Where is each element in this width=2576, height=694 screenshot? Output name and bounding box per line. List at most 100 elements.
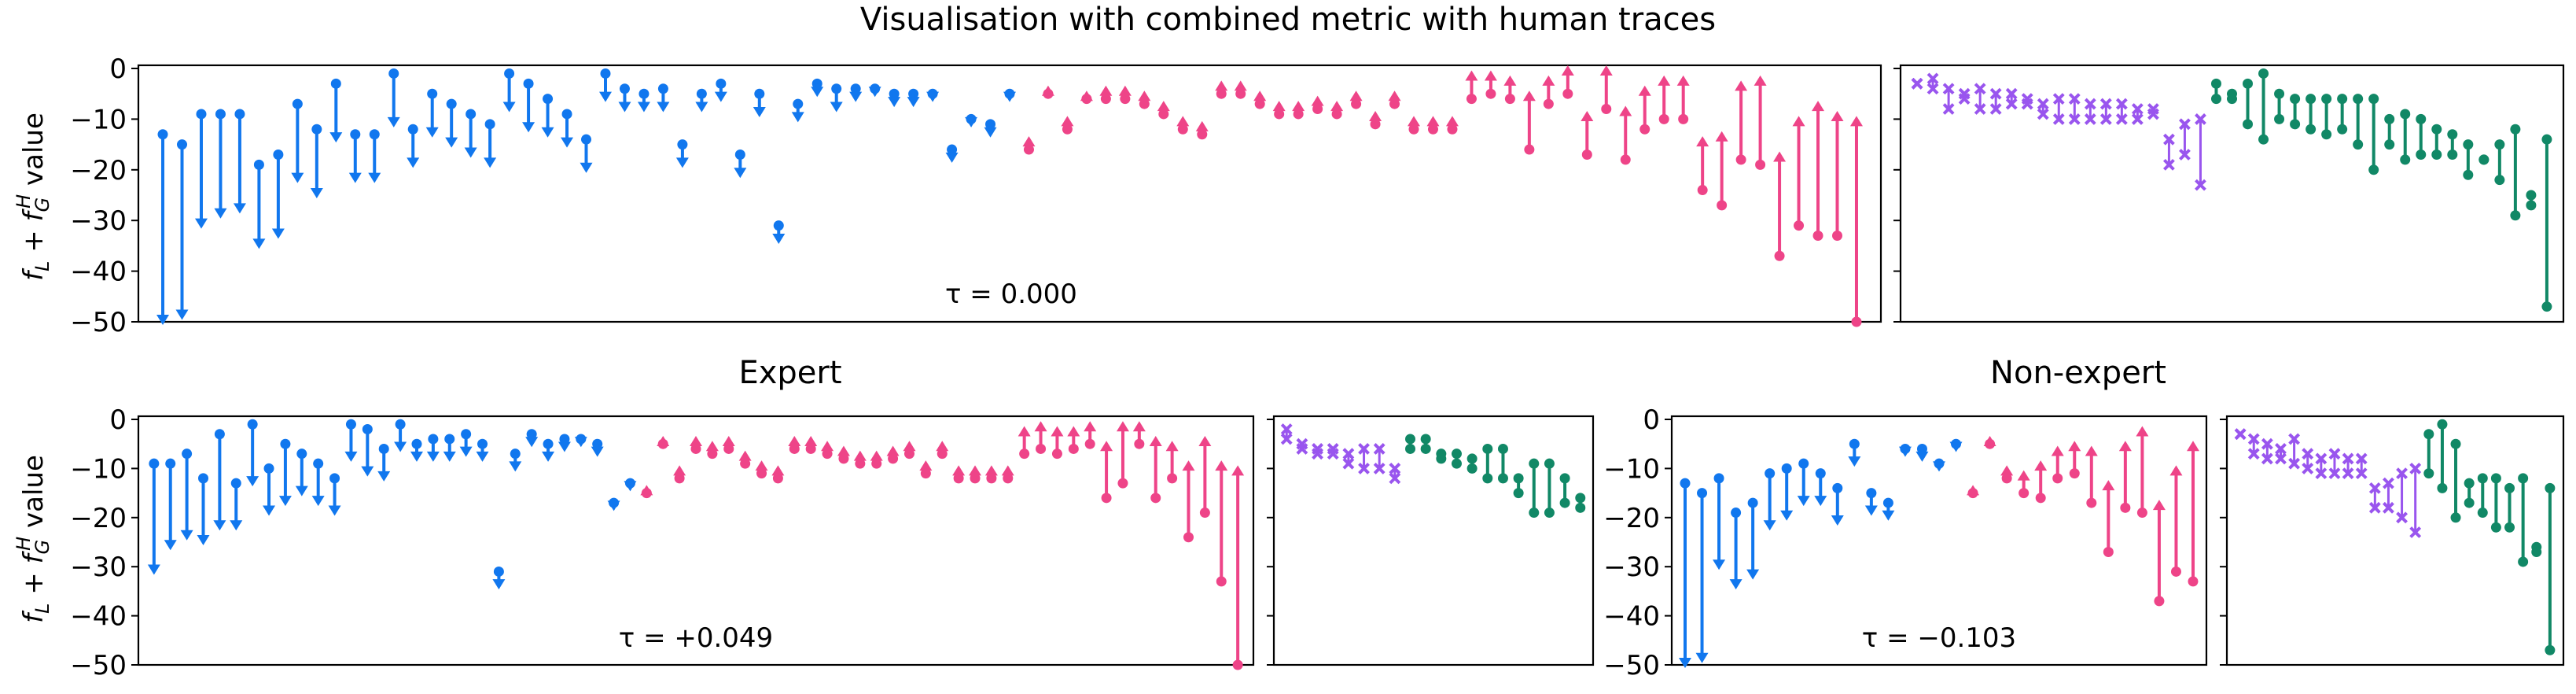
down-arrow: [410, 438, 423, 462]
cross-marker: [2131, 113, 2144, 125]
y-tick-label: −50: [70, 307, 127, 338]
up-arrow: [1967, 485, 1980, 499]
arrow-head: [1619, 105, 1632, 116]
down-arrow: [1746, 497, 1760, 580]
arrow-head: [637, 102, 650, 113]
down-arrow: [310, 124, 323, 198]
arrow-head: [657, 435, 670, 446]
arrow-head: [734, 168, 747, 179]
dot-marker: [2463, 169, 2474, 180]
dot-marker: [2274, 113, 2285, 124]
cross-marker: [2315, 452, 2328, 465]
cross-marker: [2084, 98, 2096, 110]
down-arrow: [830, 83, 843, 113]
arrow-head: [1100, 441, 1113, 452]
y-tick-label: −20: [70, 155, 127, 186]
up-arrow: [1465, 70, 1478, 105]
up-arrow: [919, 460, 933, 479]
down-arrow: [753, 88, 766, 117]
arrow-head: [804, 435, 818, 446]
cross-marker: [1974, 103, 1986, 115]
cross-marker: [2115, 113, 2128, 125]
cross-range: [1989, 87, 2002, 115]
dot-marker: [2518, 473, 2529, 484]
dot-marker: [2431, 149, 2442, 160]
cross-marker: [1974, 83, 1986, 95]
arrow-head: [2017, 470, 2030, 481]
arrow-head: [1561, 65, 1574, 76]
panel-title-expert: Expert: [738, 355, 841, 391]
dot-marker: [2384, 139, 2395, 150]
down-arrow: [164, 458, 177, 551]
panel-all-arrows: 0 −10 −20 −30 −40 −50 τ = 0.000: [70, 54, 1882, 338]
dot-range: [2423, 429, 2434, 479]
up-arrow: [2169, 465, 2183, 577]
dot-range: [2464, 478, 2475, 508]
up-arrow: [2085, 445, 2098, 508]
cross-marker: [2275, 452, 2287, 465]
down-arrow: [407, 124, 420, 168]
cross-marker: [2328, 448, 2341, 460]
arrow-head: [772, 233, 786, 244]
arrow-head: [1484, 70, 1497, 81]
dot-marker: [2494, 139, 2505, 150]
y-tick-label: −10: [1603, 453, 1660, 485]
up-arrow: [1198, 435, 1212, 519]
up-arrow: [1619, 105, 1632, 165]
cross-marker: [2247, 433, 2260, 445]
dot-range: [2431, 124, 2442, 160]
arrow-head: [1231, 465, 1245, 476]
cross-marker: [2179, 118, 2191, 131]
down-arrow: [1679, 478, 1691, 668]
arrow-head: [1792, 116, 1805, 127]
up-arrow: [738, 450, 752, 469]
dot-marker: [2227, 94, 2237, 105]
up-arrow: [1100, 441, 1113, 504]
arrow-head: [1864, 505, 1878, 516]
dot-marker: [2437, 419, 2448, 430]
arrow-head: [1041, 85, 1054, 96]
dot-marker: [2526, 200, 2537, 211]
down-arrow: [542, 438, 555, 462]
dot-range: [1436, 449, 1447, 464]
down-arrow: [965, 113, 978, 127]
arrow-head: [830, 102, 843, 113]
cross-range: [2052, 93, 2065, 125]
arrow-head: [147, 564, 160, 575]
cross-marker: [1389, 462, 1401, 474]
arrow-head: [984, 127, 997, 138]
arrow-head: [561, 137, 574, 148]
dot-marker: [2545, 482, 2556, 493]
dot-marker: [1513, 473, 1524, 484]
up-arrow: [1658, 75, 1671, 124]
y-tick-label: −40: [70, 601, 127, 633]
dot-range: [2353, 94, 2364, 150]
dot-marker: [2510, 124, 2521, 135]
up-arrow: [804, 435, 818, 454]
down-arrow: [1949, 438, 1963, 452]
down-arrow: [278, 438, 292, 507]
up-arrow: [1484, 70, 1497, 99]
cross-marker: [1373, 462, 1386, 474]
y-tick-label: −50: [1603, 650, 1660, 681]
arrow-head: [1080, 90, 1093, 102]
cross-marker: [2037, 108, 2049, 120]
dot-marker: [2306, 124, 2317, 135]
down-arrow: [311, 458, 325, 507]
tau-annotation: τ = +0.049: [619, 622, 773, 654]
dot-marker: [1497, 473, 1508, 484]
up-arrow: [2068, 441, 2081, 479]
arrow-head: [175, 309, 189, 320]
arrow-head: [984, 465, 998, 476]
cross-range: [1280, 423, 1293, 445]
cross-marker: [2355, 467, 2368, 480]
arrow-head: [1198, 435, 1212, 446]
arrow-head: [853, 450, 867, 461]
dot-marker: [1544, 508, 1555, 519]
arrow-head: [1849, 116, 1863, 127]
cross-marker: [2302, 462, 2314, 474]
cross-range: [1974, 83, 1986, 115]
up-arrow: [1735, 80, 1748, 165]
arrow-head: [194, 218, 208, 229]
up-arrow: [1330, 101, 1344, 120]
